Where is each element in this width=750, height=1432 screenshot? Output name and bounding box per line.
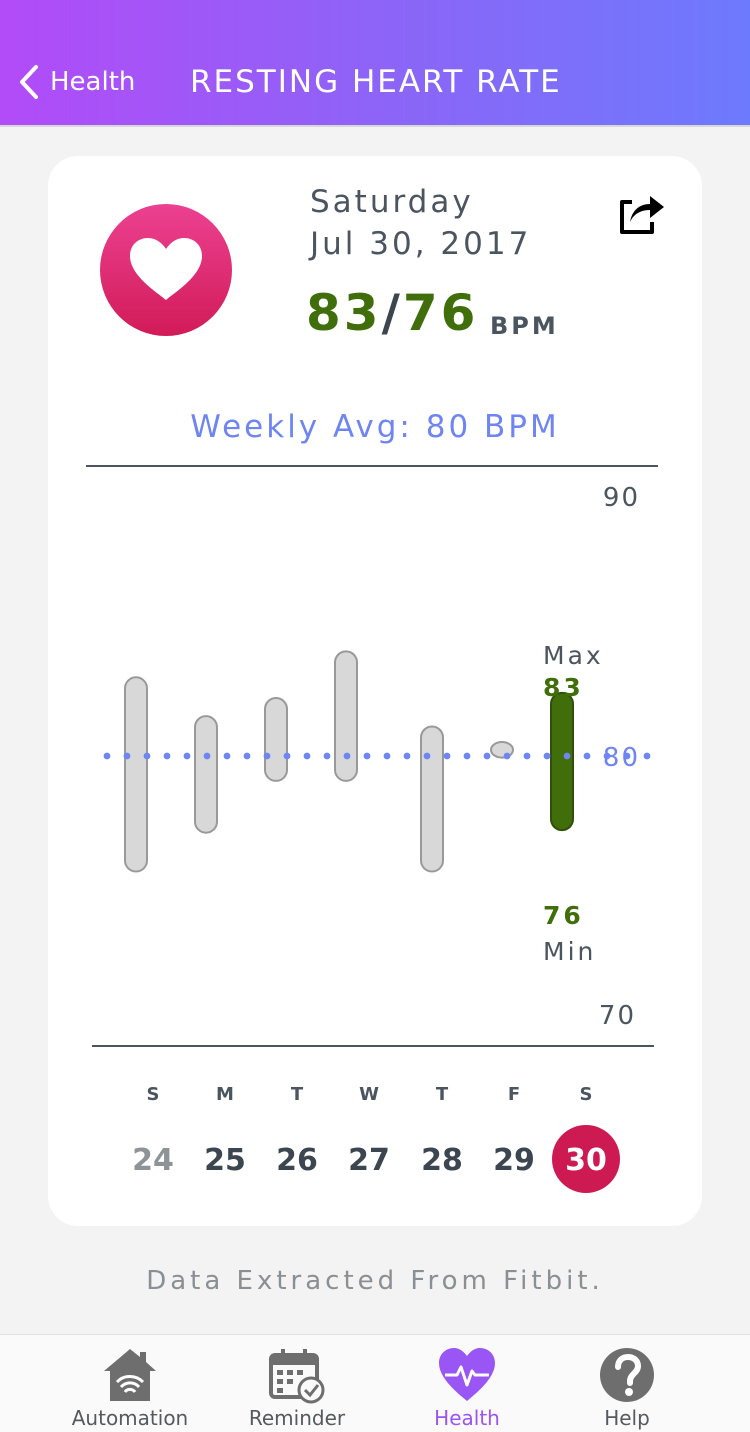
average-line-dot bbox=[103, 752, 111, 760]
tab-bar: Automation Reminder Health bbox=[0, 1334, 750, 1432]
heart-rate-card: Saturday Jul 30, 2017 83/76 BPM Weekly A… bbox=[48, 156, 702, 1226]
y-tick-label: 70 bbox=[599, 1001, 636, 1031]
average-line-dot bbox=[443, 752, 451, 760]
heart-badge bbox=[100, 204, 232, 336]
tab-help[interactable]: Help bbox=[552, 1345, 702, 1432]
bpm-slash: / bbox=[381, 284, 403, 342]
tab-help-label: Help bbox=[604, 1406, 650, 1430]
weekday-label: W bbox=[359, 1084, 379, 1105]
average-line-dot bbox=[383, 752, 391, 760]
average-line-dot bbox=[203, 752, 211, 760]
back-button[interactable]: Health bbox=[18, 62, 135, 102]
average-line-dot bbox=[343, 752, 351, 760]
selected-date-badge[interactable] bbox=[552, 1125, 620, 1193]
weekday-label: M bbox=[216, 1084, 234, 1105]
weekday-label: S bbox=[147, 1084, 160, 1105]
min-label: Min bbox=[543, 937, 596, 966]
tab-automation[interactable]: Automation bbox=[55, 1345, 205, 1432]
heart-rate-chart: 90 70 80 Max 83 76 Min S M T W T F S 24 25 26 27 28 29 30 bbox=[86, 465, 658, 1193]
tab-health[interactable]: Health bbox=[392, 1345, 542, 1432]
date-label[interactable]: 29 bbox=[493, 1143, 535, 1178]
selected-date: Jul 30, 2017 bbox=[310, 226, 532, 262]
question-icon bbox=[600, 1348, 654, 1402]
weekday-label: F bbox=[508, 1084, 520, 1105]
selected-day: Saturday bbox=[310, 184, 474, 220]
average-line-dot bbox=[123, 752, 131, 760]
heart-pulse-icon bbox=[439, 1348, 495, 1401]
date-label[interactable]: 27 bbox=[348, 1143, 390, 1178]
weekly-average: Weekly Avg: 80 BPM bbox=[190, 409, 560, 445]
bpm-unit: BPM bbox=[490, 312, 559, 340]
average-line-dot bbox=[183, 752, 191, 760]
max-value: 83 bbox=[543, 673, 584, 702]
data-source-note: Data Extracted From Fitbit. bbox=[146, 1266, 604, 1296]
average-line-dot bbox=[143, 752, 151, 760]
range-bar bbox=[420, 725, 444, 873]
average-line-dot bbox=[463, 752, 471, 760]
tab-automation-label: Automation bbox=[71, 1406, 189, 1430]
app-header: Health RESTING HEART RATE bbox=[0, 0, 750, 127]
range-bar bbox=[124, 676, 148, 873]
tab-health-label: Health bbox=[434, 1406, 500, 1430]
average-line-dot bbox=[223, 752, 231, 760]
average-line-dot bbox=[503, 752, 511, 760]
range-bar bbox=[194, 715, 218, 834]
date-label[interactable]: 25 bbox=[204, 1143, 246, 1178]
weekday-label: T bbox=[291, 1084, 304, 1105]
home-wifi-icon bbox=[104, 1349, 156, 1401]
date-label[interactable]: 28 bbox=[421, 1143, 463, 1178]
average-line-dot bbox=[563, 752, 571, 760]
selected-range-bar bbox=[550, 691, 574, 832]
y-tick-label: 90 bbox=[603, 483, 640, 513]
bpm-max: 83 bbox=[306, 284, 382, 342]
range-bar bbox=[334, 650, 358, 782]
date-label[interactable]: 24 bbox=[132, 1143, 174, 1178]
average-line-dot bbox=[603, 752, 611, 760]
share-icon bbox=[620, 196, 664, 234]
average-line-dot bbox=[323, 752, 331, 760]
heart-icon bbox=[130, 238, 202, 300]
chevron-left-icon bbox=[20, 65, 38, 99]
tab-reminder[interactable]: Reminder bbox=[222, 1345, 372, 1432]
weekday-label: S bbox=[580, 1084, 593, 1105]
average-line-dot bbox=[543, 752, 551, 760]
average-line-dot bbox=[283, 752, 291, 760]
average-line-dot bbox=[163, 752, 171, 760]
average-line-dot bbox=[363, 752, 371, 760]
average-line-dot bbox=[423, 752, 431, 760]
weekday-label: T bbox=[436, 1084, 449, 1105]
average-line-dot bbox=[523, 752, 531, 760]
min-value: 76 bbox=[543, 901, 584, 930]
max-label: Max bbox=[543, 641, 604, 670]
tab-reminder-label: Reminder bbox=[248, 1406, 346, 1430]
back-label: Health bbox=[50, 67, 136, 97]
range-bar bbox=[264, 697, 288, 782]
average-line-dot bbox=[643, 752, 651, 760]
average-line-dot bbox=[303, 752, 311, 760]
average-line-dot bbox=[483, 752, 491, 760]
date-label[interactable]: 26 bbox=[276, 1143, 318, 1178]
bpm-min: 76 bbox=[402, 284, 479, 342]
calendar-check-icon bbox=[269, 1349, 325, 1404]
average-line-dot bbox=[403, 752, 411, 760]
average-line-dot bbox=[263, 752, 271, 760]
bpm-value: 83/76 bbox=[306, 284, 478, 342]
share-button[interactable] bbox=[618, 188, 666, 236]
average-line-dot bbox=[623, 752, 631, 760]
average-line-dot bbox=[583, 752, 591, 760]
date-label[interactable]: 30 bbox=[565, 1143, 607, 1178]
average-line-dot bbox=[243, 752, 251, 760]
page-title: RESTING HEART RATE bbox=[190, 64, 562, 100]
average-label: 80 bbox=[603, 743, 640, 773]
